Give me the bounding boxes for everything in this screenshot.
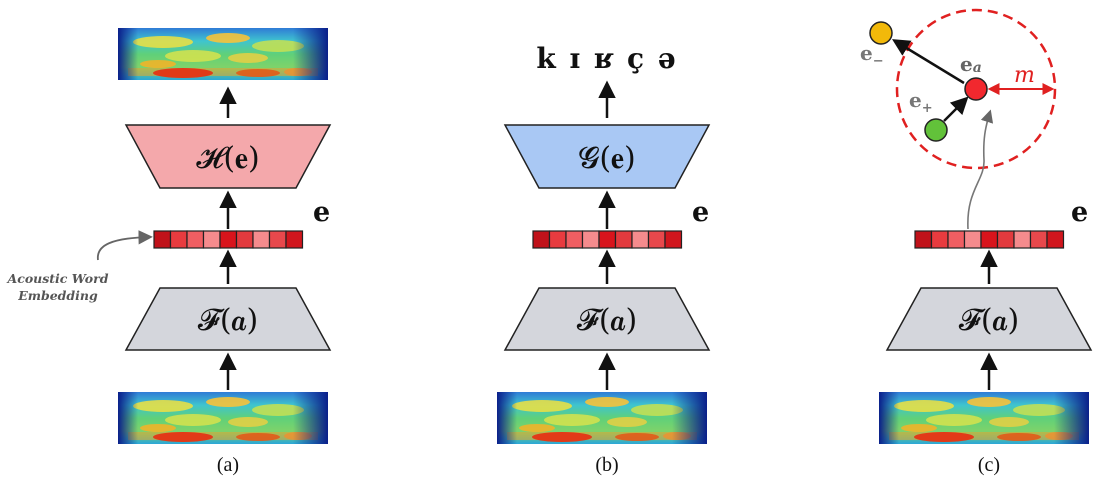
margin-circle <box>895 8 1057 170</box>
margin-label: m <box>1014 63 1035 88</box>
embedding-cell <box>186 230 205 249</box>
embedding-cell <box>647 230 666 249</box>
spectrogram-input <box>879 392 1089 444</box>
positive-label: e+ <box>909 88 933 116</box>
embedding-cell <box>614 230 633 249</box>
embedding-label: e <box>692 197 709 228</box>
embedding-cell <box>252 230 271 249</box>
embedding-cell <box>581 230 600 249</box>
arrow-to-negative <box>892 39 965 85</box>
negative-point <box>869 21 893 45</box>
panel-c: m e− e+ ea e 𝓕(𝒂) (c) <box>860 8 1093 476</box>
annotation-line-2: Embedding <box>17 288 98 303</box>
encoder <box>885 287 1093 351</box>
embedding-cell <box>664 230 683 249</box>
decoder-head <box>503 124 711 189</box>
embedding-label: e <box>313 197 330 228</box>
anchor-label: ea <box>960 52 982 76</box>
caption: (b) <box>595 454 618 476</box>
decoder-head-label: 𝓖(𝐞) <box>578 141 635 176</box>
spectrogram-output <box>118 28 328 80</box>
embedding-cell <box>1013 230 1032 249</box>
phoneme-output: k ɪ ʁ ç ə <box>536 42 677 75</box>
decoder-head <box>124 124 332 189</box>
embedding-vector <box>153 230 304 249</box>
embedding-vector <box>532 230 683 249</box>
encoder-label: 𝓕(𝒂) <box>959 303 1019 338</box>
caption: (c) <box>978 454 1000 476</box>
embedding-cell <box>219 230 238 249</box>
embedding-cell <box>598 230 617 249</box>
positive-point <box>924 118 948 142</box>
embedding-cell <box>235 230 254 249</box>
caption: (a) <box>217 454 239 476</box>
embedding-cell <box>169 230 188 249</box>
annotation-arrow <box>97 230 153 261</box>
embedding-cell <box>532 230 551 249</box>
embedding-cell <box>1046 230 1065 249</box>
embedding-cell <box>565 230 584 249</box>
embedding-cell <box>268 230 287 249</box>
spectrogram-input <box>497 392 707 444</box>
embedding-vector <box>914 230 1065 249</box>
arrow-from-positive <box>943 96 969 122</box>
embedding-cell <box>202 230 221 249</box>
panel-a: 𝓗(𝐞) e Acoustic Word Embedding 𝓕(𝒂) (a) <box>7 28 332 476</box>
embedding-cell <box>548 230 567 249</box>
embedding-cell <box>947 230 966 249</box>
encoder <box>124 287 332 351</box>
embedding-cell <box>285 230 304 249</box>
embedding-cell <box>963 230 982 249</box>
annotation-line-1: Acoustic Word <box>7 271 109 286</box>
panel-b: k ɪ ʁ ç ə 𝓖(𝐞) e 𝓕(𝒂) (b) <box>497 42 711 476</box>
embedding-cell <box>914 230 933 249</box>
embedding-label: e <box>1071 197 1088 228</box>
mapping-curve <box>967 109 994 230</box>
embedding-cell <box>980 230 999 249</box>
embedding-cell <box>1029 230 1048 249</box>
negative-label: e− <box>860 41 884 69</box>
embedding-cell <box>631 230 650 249</box>
anchor-point <box>964 77 988 101</box>
encoder <box>503 287 711 351</box>
embedding-cell <box>153 230 172 249</box>
spectrogram-input <box>118 392 328 444</box>
decoder-head-label: 𝓗(𝐞) <box>196 141 259 176</box>
encoder-label: 𝓕(𝒂) <box>577 303 637 338</box>
encoder-label: 𝓕(𝒂) <box>198 303 258 338</box>
embedding-cell <box>996 230 1015 249</box>
embedding-cell <box>930 230 949 249</box>
